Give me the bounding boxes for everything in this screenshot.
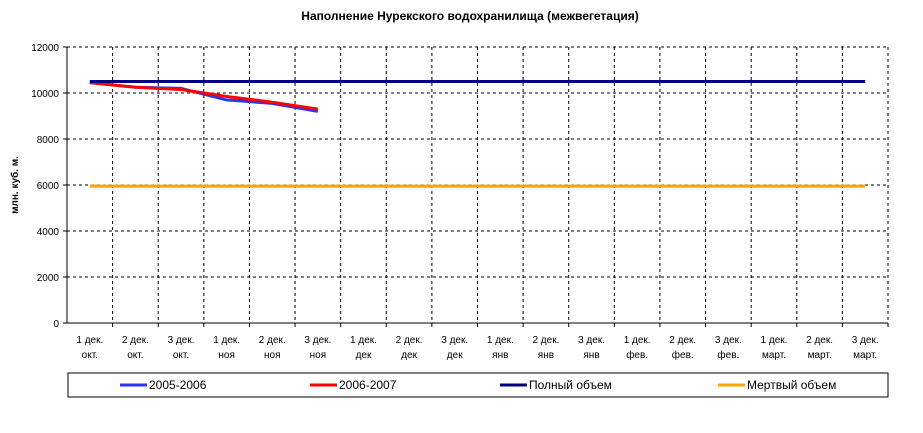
x-tick-label-line: 1 дек. <box>350 335 377 346</box>
series-line <box>89 81 319 111</box>
x-tick-label-line: 3 дек. <box>715 335 742 346</box>
legend-label: 2005-2006 <box>149 378 207 392</box>
x-tick-label: 2 дек. ноя <box>259 335 286 361</box>
x-tick-label: 1 дек. ноя <box>213 335 240 361</box>
x-tick-label: 1 дек. окт. <box>76 335 103 361</box>
y-tick-label: 4000 <box>37 227 60 238</box>
x-tick-label-line: 1 дек. <box>761 335 788 346</box>
x-tick-label-line: окт. <box>82 350 98 361</box>
y-axis-label: млн. куб. м. <box>9 156 21 214</box>
x-tick-label-line: март. <box>762 350 786 361</box>
x-tick-label: 1 дек. дек <box>350 335 377 361</box>
x-tick-label: 3 дек. окт. <box>168 335 195 361</box>
x-tick-label-line: ноя <box>218 350 235 361</box>
x-tick-label-line: март. <box>853 350 877 361</box>
x-tick-label: 2 дек. окт. <box>122 335 149 361</box>
x-tick-label-line: 1 дек. <box>76 335 103 346</box>
x-tick-label-line: фев. <box>717 349 739 361</box>
x-tick-label: 1 дек. фев. <box>624 335 651 361</box>
y-tick-label: 8000 <box>37 135 60 146</box>
x-tick-label-line: ноя <box>310 350 327 361</box>
x-tick-label-line: 2 дек. <box>122 335 149 346</box>
x-tick-label-line: 2 дек. <box>259 335 286 346</box>
legend-label: Полный объем <box>529 378 612 392</box>
legend-label: 2006-2007 <box>339 378 397 392</box>
x-tick-label-line: 3 дек. <box>168 335 195 346</box>
x-tick-label-line: 1 дек. <box>487 335 514 346</box>
x-tick-label-line: 3 дек. <box>578 335 605 346</box>
x-tick-label-line: фев. <box>626 349 648 361</box>
y-tick-label: 12000 <box>31 43 59 54</box>
x-tick-label-line: янв <box>583 350 599 361</box>
x-tick-label-line: дек <box>401 350 417 361</box>
x-tick-label: 3 дек. янв <box>578 335 605 361</box>
x-tick-label-line: 1 дек. <box>624 335 651 346</box>
x-tick-label: 3 дек. фев. <box>715 335 742 361</box>
x-tick-label-line: март. <box>808 350 832 361</box>
x-tick-label-line: 1 дек. <box>213 335 240 346</box>
x-tick-label-line: 3 дек. <box>304 335 331 346</box>
x-tick-label: 2 дек. фев. <box>669 335 696 361</box>
x-tick-label-line: 2 дек. <box>669 335 696 346</box>
x-tick-label-line: 2 дек. <box>806 335 833 346</box>
x-tick-label: 2 дек. дек <box>396 335 423 361</box>
x-tick-label: 3 дек. дек <box>441 335 468 361</box>
y-tick-label: 10000 <box>31 89 59 100</box>
x-tick-label-line: 2 дек. <box>396 335 423 346</box>
x-tick-label-line: окт. <box>127 350 143 361</box>
x-tick-label-line: ноя <box>264 350 281 361</box>
x-tick-label: 1 дек. март. <box>761 335 788 361</box>
x-tick-label: 3 дек. март. <box>852 335 879 361</box>
legend-label: Мертвый объем <box>747 378 836 392</box>
x-tick-label-line: 3 дек. <box>852 335 879 346</box>
x-tick-label-line: дек <box>447 350 463 361</box>
x-tick-label: 2 дек. янв <box>532 335 559 361</box>
x-tick-label-line: дек <box>356 350 372 361</box>
y-tick-label: 6000 <box>37 181 60 192</box>
x-tick-label-line: янв <box>492 350 508 361</box>
x-tick-label-line: 3 дек. <box>441 335 468 346</box>
legend-box <box>67 372 889 398</box>
x-tick-label: 3 дек. ноя <box>304 335 331 361</box>
x-tick-label: 1 дек. янв <box>487 335 514 361</box>
x-tick-label-line: 2 дек. <box>532 335 559 346</box>
y-tick-label: 0 <box>53 319 59 330</box>
x-tick-label-line: фев. <box>672 349 694 361</box>
y-tick-label: 2000 <box>37 273 60 284</box>
x-tick-label: 2 дек. март. <box>806 335 833 361</box>
chart-title: Наполнение Нурекского водохранилища (меж… <box>301 9 638 23</box>
x-tick-label-line: окт. <box>173 350 189 361</box>
x-tick-label-line: янв <box>538 350 554 361</box>
